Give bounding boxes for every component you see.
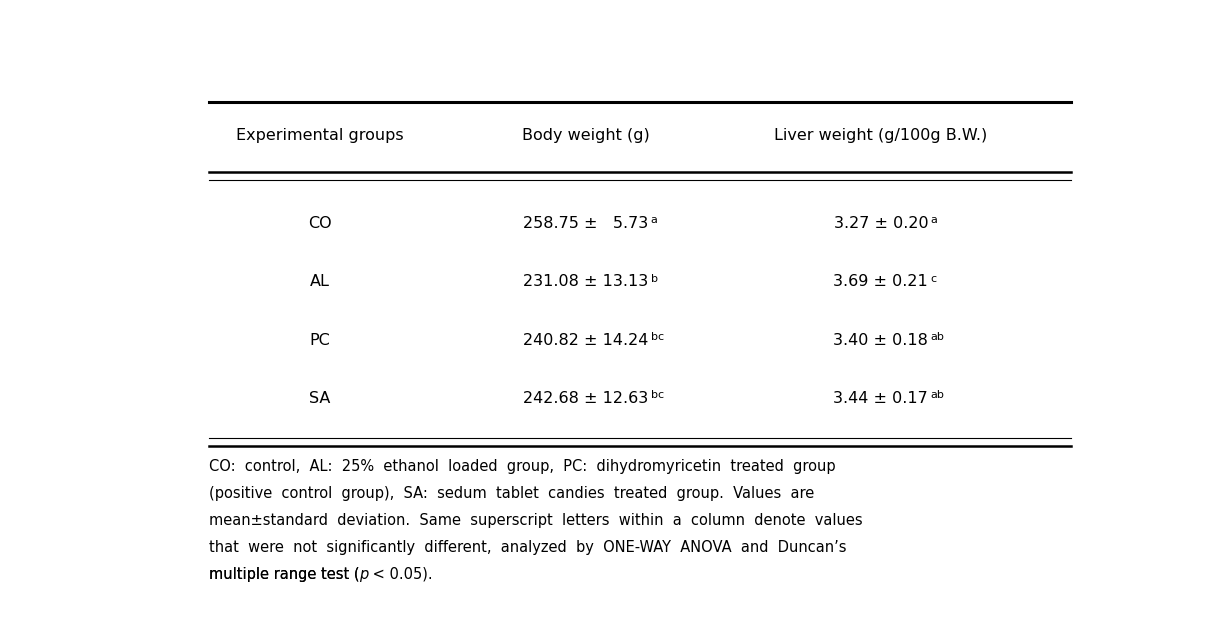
Text: 3.27 ± 0.20: 3.27 ± 0.20 [833, 216, 928, 231]
Text: bc: bc [650, 332, 664, 342]
Text: (positive  control  group),  SA:  sedum  tablet  candies  treated  group.  Value: (positive control group), SA: sedum tabl… [209, 486, 814, 501]
Text: 3.44 ± 0.17: 3.44 ± 0.17 [833, 391, 928, 406]
Text: ab: ab [930, 391, 944, 401]
Text: CO:  control,  AL:  25%  ethanol  loaded  group,  PC:  dihydromyricetin  treated: CO: control, AL: 25% ethanol loaded grou… [209, 459, 836, 474]
Text: < 0.05).: < 0.05). [368, 567, 433, 582]
Text: PC: PC [309, 333, 330, 348]
Text: that  were  not  significantly  different,  analyzed  by  ONE-WAY  ANOVA  and  D: that were not significantly different, a… [209, 540, 847, 555]
Text: 231.08 ± 13.13: 231.08 ± 13.13 [524, 275, 649, 290]
Text: Liver weight (g/100g B.W.): Liver weight (g/100g B.W.) [774, 128, 988, 143]
Text: a: a [930, 215, 937, 225]
Text: AL: AL [310, 275, 330, 290]
Text: 3.69 ± 0.21: 3.69 ± 0.21 [833, 275, 928, 290]
Text: bc: bc [650, 391, 664, 401]
Text: 258.75 ±   5.73: 258.75 ± 5.73 [524, 216, 649, 231]
Text: CO: CO [308, 216, 331, 231]
Text: SA: SA [309, 391, 330, 406]
Text: Experimental groups: Experimental groups [236, 128, 404, 143]
Text: mean±standard  deviation.  Same  superscript  letters  within  a  column  denote: mean±standard deviation. Same superscrip… [209, 513, 863, 528]
Text: a: a [650, 215, 658, 225]
Text: multiple range test (: multiple range test ( [209, 567, 360, 582]
Text: 242.68 ± 12.63: 242.68 ± 12.63 [524, 391, 649, 406]
Text: Body weight (g): Body weight (g) [523, 128, 650, 143]
Text: 240.82 ± 14.24: 240.82 ± 14.24 [524, 333, 649, 348]
Text: ab: ab [930, 332, 944, 342]
Text: 3.40 ± 0.18: 3.40 ± 0.18 [833, 333, 929, 348]
Text: multiple range test (: multiple range test ( [209, 567, 360, 582]
Text: b: b [650, 273, 658, 283]
Text: p: p [360, 567, 368, 582]
Text: c: c [930, 273, 936, 283]
